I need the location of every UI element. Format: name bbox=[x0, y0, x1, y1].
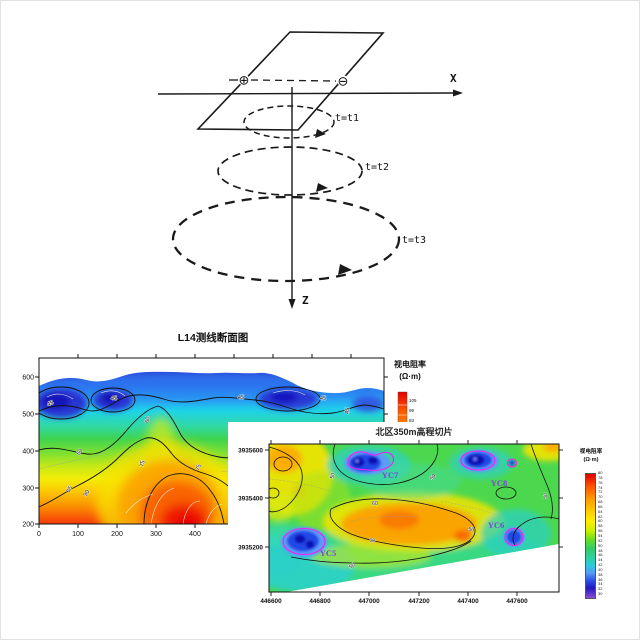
section-y-axis-labels: 600 500 400 300 200 bbox=[22, 375, 34, 529]
smoke-ring-t1 bbox=[243, 105, 335, 139]
well-labels: YC5 YC6 YC7 YC8 bbox=[320, 470, 508, 558]
contour-label: 45 bbox=[238, 395, 244, 401]
z-axis-label: Z bbox=[302, 294, 309, 307]
contour-label: 50 bbox=[348, 562, 356, 570]
contour-label: 50 bbox=[429, 473, 437, 481]
section-axis-ticks bbox=[35, 354, 388, 528]
x-tick-label: 0 bbox=[37, 531, 41, 538]
slice-map-frame bbox=[268, 443, 560, 593]
resistivity-section-panel: L14测线断面图 bbox=[22, 331, 426, 538]
contour-label: 45 bbox=[111, 396, 117, 402]
z-axis-arrow-icon bbox=[288, 299, 296, 309]
contour-label: 60 bbox=[369, 538, 376, 545]
x-tick-label: 100 bbox=[72, 531, 84, 538]
contour-label: 45 bbox=[345, 407, 352, 414]
ring-t3-label: t=t3 bbox=[402, 235, 426, 246]
well-label-yc7: YC7 bbox=[382, 470, 399, 480]
y-tick-label: 400 bbox=[22, 449, 34, 456]
section-contour-fill bbox=[39, 371, 384, 524]
y-tick-label: 500 bbox=[22, 412, 34, 419]
section-x-axis-labels: 0 100 200 300 400 500 bbox=[37, 531, 240, 538]
slice-map-svg: 北区350m高程切片 bbox=[238, 426, 603, 605]
ring-t2-current-arrow-icon bbox=[316, 183, 328, 192]
x-tick-label: 300 bbox=[150, 531, 162, 538]
slice-map-contour-labels: 50 50 60 60 50 50 50 bbox=[329, 472, 550, 571]
y-tick-label: 200 bbox=[22, 522, 34, 529]
tem-schematic-diagram: X ⊕ ⊖ Z t=t1 t=t2 t=t3 bbox=[157, 31, 463, 309]
map-colorbar-title-line2: (Ω·m) bbox=[583, 457, 598, 463]
contour-label: 50 bbox=[329, 472, 336, 479]
slice-map-contour-fill bbox=[269, 444, 559, 592]
slice-map-contour-lines bbox=[269, 444, 559, 564]
contour-label: 50 bbox=[543, 492, 550, 499]
elevation-slice-panel: 北区350m高程切片 bbox=[228, 422, 639, 621]
ring-t3-current-arrow-icon bbox=[338, 264, 352, 275]
slice-map-minor-contours bbox=[269, 478, 502, 522]
negative-terminal-icon: ⊖ bbox=[338, 74, 349, 89]
slice-map-x-axis-labels: 446600 446800 447000 447200 447400 44760… bbox=[260, 598, 528, 605]
ring-t1-current-arrow-icon bbox=[315, 129, 326, 138]
positive-terminal-bg bbox=[238, 74, 250, 86]
contour-label: 60 bbox=[145, 416, 152, 423]
contour-label: 45 bbox=[320, 396, 326, 402]
ring-t2-label: t=t2 bbox=[365, 162, 389, 173]
section-colorbar: 视电阻率 (Ω·m) 105 99 93 bbox=[394, 359, 426, 432]
smoke-ring-t2 bbox=[217, 146, 363, 196]
anomaly-outlines bbox=[282, 450, 524, 556]
map-colorbar-tick-labels: 80 78 76 74 72 70 68 66 64 62 60 58 56 5… bbox=[598, 470, 603, 597]
positive-terminal-icon: ⊕ bbox=[239, 73, 250, 88]
x-tick-label: 447400 bbox=[457, 598, 479, 605]
transmitter-loop bbox=[196, 31, 385, 131]
y-tick-label: 3935200 bbox=[238, 545, 263, 552]
x-tick-label: 446600 bbox=[260, 598, 282, 605]
y-tick-label: 3935600 bbox=[238, 448, 263, 455]
colorbar-tick-label: 105 bbox=[409, 398, 417, 403]
section-title: L14测线断面图 bbox=[178, 331, 249, 344]
x-tick-label: 200 bbox=[111, 531, 123, 538]
slice-map-title: 北区350m高程切片 bbox=[375, 426, 452, 437]
x-tick-label: 446800 bbox=[309, 598, 331, 605]
well-label-yc5: YC5 bbox=[320, 548, 337, 558]
colorbar-title-line2: (Ω·m) bbox=[399, 372, 421, 381]
x-tick-label: 447000 bbox=[358, 598, 380, 605]
slice-map-axis-ticks bbox=[265, 440, 563, 596]
contour-label: 75 bbox=[195, 464, 203, 472]
well-label-yc8: YC8 bbox=[491, 478, 508, 488]
contour-label: 50 bbox=[468, 527, 475, 534]
ring-t1-label: t=t1 bbox=[335, 113, 359, 124]
contour-label: 75 bbox=[139, 460, 146, 468]
negative-terminal-bg bbox=[337, 75, 349, 87]
well-label-yc6: YC6 bbox=[488, 520, 505, 530]
section-contour-labels: 45 45 45 45 45 60 60 75 75 75 90 bbox=[46, 395, 352, 499]
y-tick-label: 300 bbox=[22, 486, 34, 493]
x-axis-line bbox=[157, 92, 454, 95]
map-colorbar-title-line1: 视电阻率 bbox=[580, 447, 603, 455]
colorbar-tick-label: 99 bbox=[409, 408, 415, 413]
map-colorbar bbox=[585, 473, 596, 599]
contour-label: 60 bbox=[372, 501, 378, 507]
y-tick-label: 600 bbox=[22, 375, 34, 382]
x-axis-label: X bbox=[450, 72, 457, 85]
contour-label: 60 bbox=[76, 448, 85, 457]
x-tick-label: 447200 bbox=[408, 598, 430, 605]
x-tick-label: 447600 bbox=[506, 598, 528, 605]
colorbar-tick-label: 93 bbox=[409, 418, 415, 423]
x-tick-label: 400 bbox=[189, 531, 201, 538]
contour-label: 45 bbox=[46, 400, 54, 408]
colorbar-title-line1: 视电阻率 bbox=[394, 359, 426, 369]
contour-label: 75 bbox=[66, 485, 74, 493]
slice-map-y-axis-labels: 3935600 3935400 3935200 bbox=[238, 448, 263, 552]
y-tick-label: 3935400 bbox=[238, 496, 263, 503]
feed-line bbox=[250, 79, 337, 82]
contour-label: 90 bbox=[83, 489, 91, 498]
x-axis-arrow-icon bbox=[453, 89, 463, 97]
smoke-ring-t3 bbox=[171, 195, 401, 283]
